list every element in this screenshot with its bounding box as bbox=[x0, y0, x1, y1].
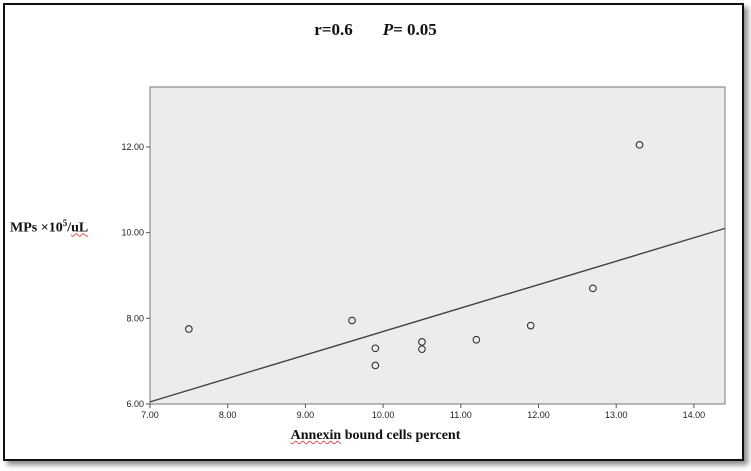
data-point bbox=[472, 335, 481, 344]
correlation-text: r=0.6 bbox=[314, 20, 353, 39]
x-tick-label: 7.00 bbox=[141, 410, 159, 420]
x-axis-label: Annexin bound cells percent bbox=[0, 428, 751, 444]
data-point bbox=[418, 338, 426, 346]
p-value-text: = 0.05 bbox=[393, 20, 437, 39]
y-label-unit: uL bbox=[71, 220, 89, 236]
y-tick-label: 6.00 bbox=[126, 399, 144, 409]
data-point bbox=[185, 325, 193, 333]
y-tick-label: 8.00 bbox=[126, 313, 144, 323]
data-point bbox=[348, 316, 356, 325]
data-point bbox=[635, 140, 644, 149]
y-tick-label: 12.00 bbox=[121, 142, 144, 152]
x-label-first-word: Annexin bbox=[290, 428, 342, 443]
data-point bbox=[371, 361, 380, 370]
x-tick-label: 8.00 bbox=[219, 410, 237, 420]
x-tick-label: 10.00 bbox=[372, 410, 395, 420]
x-tick-label: 9.00 bbox=[297, 410, 315, 420]
data-point bbox=[589, 284, 597, 293]
x-tick-label: 11.00 bbox=[450, 410, 472, 420]
y-axis-label: MPs ×105/uL bbox=[10, 218, 88, 237]
data-point bbox=[526, 321, 535, 330]
data-point bbox=[418, 345, 426, 354]
y-label-prefix: MPs ×10 bbox=[10, 220, 63, 236]
regression-line bbox=[149, 227, 726, 403]
y-label-exponent: 5 bbox=[62, 218, 68, 228]
plot-area bbox=[149, 86, 726, 405]
x-tick-label: 14.00 bbox=[683, 410, 706, 420]
x-tick-label: 13.00 bbox=[605, 410, 628, 420]
chart-annotation: r=0.6 P= 0.05 bbox=[0, 20, 751, 40]
y-tick-label: 10.00 bbox=[121, 228, 144, 238]
x-tick-label: 12.00 bbox=[527, 410, 550, 420]
p-symbol: P bbox=[382, 20, 394, 39]
x-label-rest: bound cells percent bbox=[341, 428, 461, 443]
y-label-suffix: / bbox=[67, 220, 72, 236]
data-point bbox=[371, 344, 380, 353]
